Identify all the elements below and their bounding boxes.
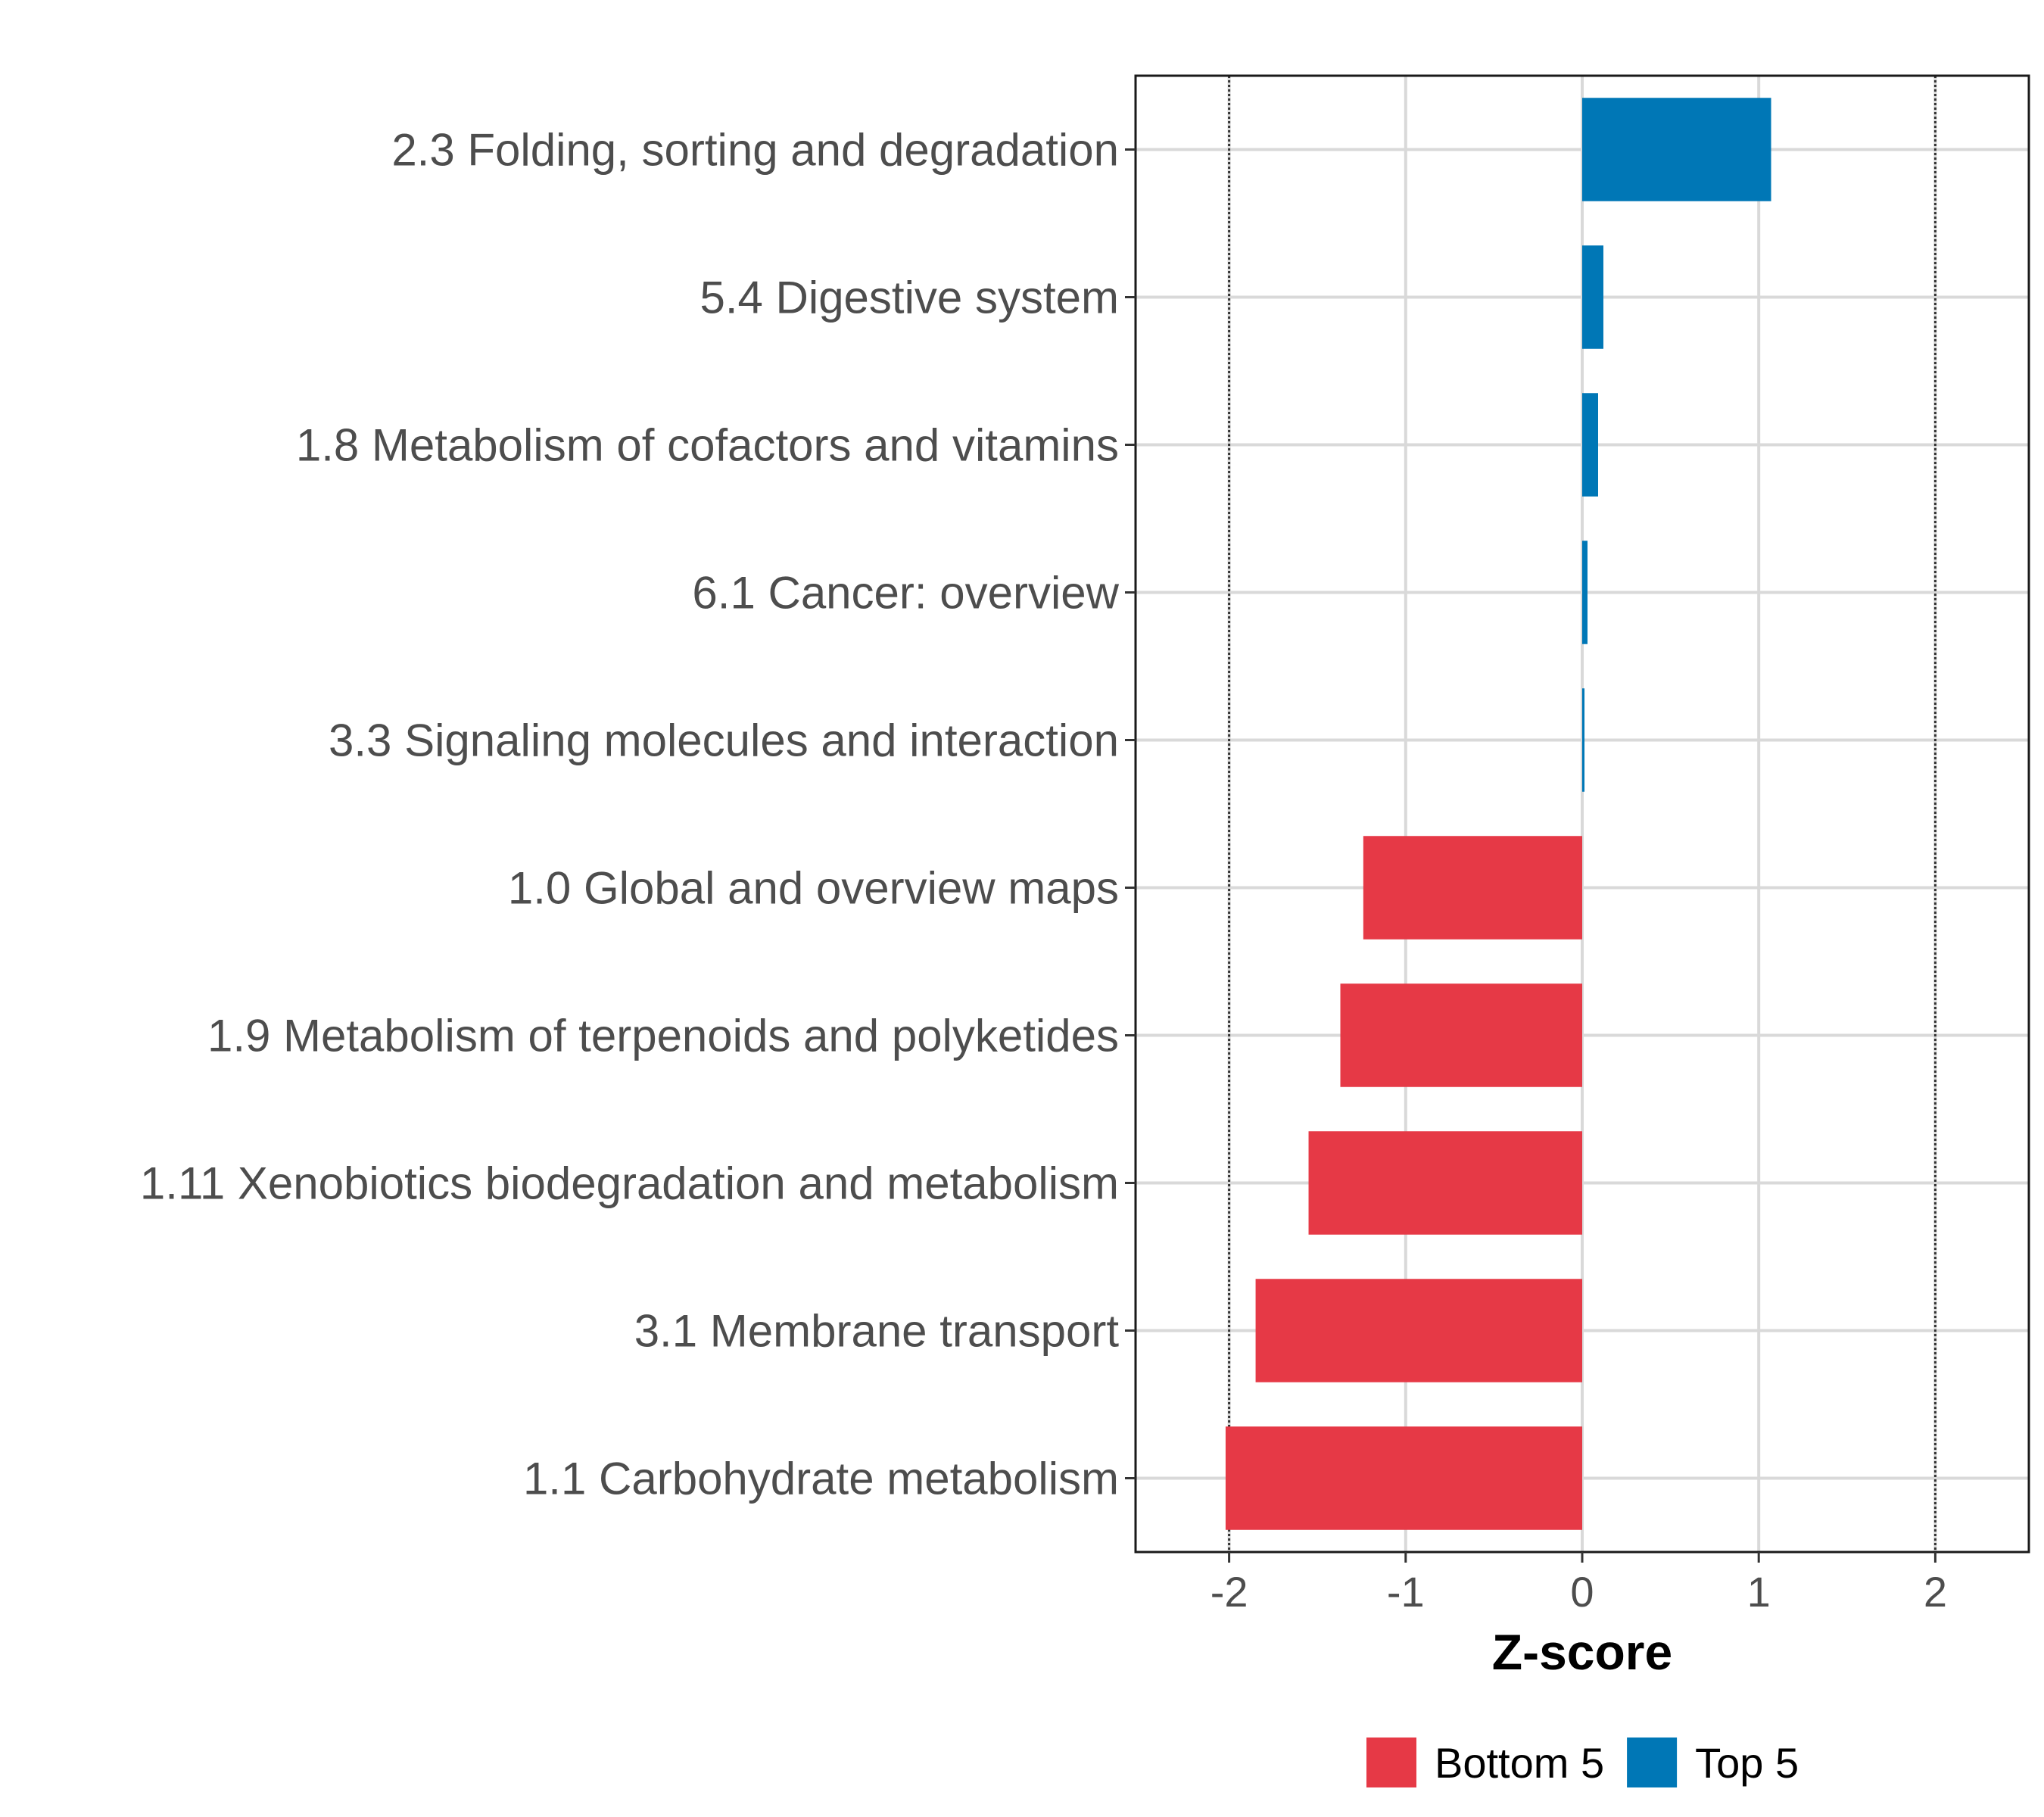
bar-top [1582,393,1598,497]
bar-bottom [1308,1131,1582,1235]
bar-top [1582,98,1771,201]
category-label: 3.3 Signaling molecules and interaction [329,715,1119,766]
category-labels: 2.3 Folding, sorting and degradation 5.4 … [140,125,1136,1504]
bar-bottom [1255,1279,1582,1382]
category-label: 1.1 Carbohydrate metabolism [523,1454,1119,1504]
category-label: 1.0 Global and overview maps [508,863,1119,914]
legend-swatch [1627,1738,1678,1787]
category-label: 2.3 Folding, sorting and degradation [391,125,1119,176]
bar-top [1582,541,1588,644]
legend: Bottom 5 Top 5 [1366,1738,1799,1787]
category-label: 1.9 Metabolism of terpenoids and polyket… [207,1011,1119,1061]
x-tick-label: 1 [1747,1568,1771,1616]
bar-bottom [1340,983,1582,1087]
x-tick-label: -1 [1387,1568,1425,1616]
bar-bottom [1225,1426,1582,1530]
category-label: 1.11 Xenobiotics biodegradation and meta… [140,1158,1119,1209]
bar-bottom [1363,836,1582,940]
category-label: 5.4 Digestive system [700,273,1119,323]
x-tick-label: 0 [1570,1568,1594,1616]
bars [1225,98,1771,1530]
x-axis-ticks: -2 -1 0 1 2 [1211,1552,1947,1616]
bar-top [1582,688,1584,792]
category-label: 1.8 Metabolism of cofactors and vitamins [296,420,1119,471]
legend-swatch [1366,1738,1416,1787]
x-axis-title: Z-score [1492,1624,1672,1680]
bar-top [1582,245,1603,349]
legend-label: Bottom 5 [1435,1739,1604,1787]
legend-label: Top 5 [1695,1739,1799,1787]
category-label: 6.1 Cancer: overview [692,568,1119,619]
x-tick-label: -2 [1211,1568,1248,1616]
category-label: 3.1 Membrane transport [634,1306,1120,1357]
reference-lines [1228,76,1937,1552]
x-tick-label: 2 [1924,1568,1947,1616]
